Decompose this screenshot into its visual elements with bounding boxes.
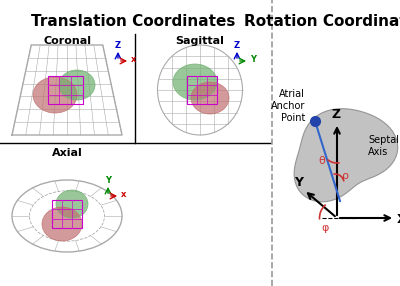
Text: Z: Z bbox=[234, 41, 240, 50]
Text: x: x bbox=[131, 55, 136, 64]
Bar bbox=[52, 200, 82, 228]
Text: X: X bbox=[397, 213, 400, 226]
Text: Y: Y bbox=[294, 176, 303, 189]
Text: Y: Y bbox=[105, 176, 111, 185]
Text: Translation Coordinates: Translation Coordinates bbox=[31, 14, 235, 29]
Text: Atrial
Anchor
Point: Atrial Anchor Point bbox=[271, 90, 305, 123]
Ellipse shape bbox=[59, 70, 95, 100]
Text: Z: Z bbox=[331, 108, 340, 121]
Ellipse shape bbox=[33, 77, 77, 113]
Text: Axial: Axial bbox=[52, 148, 82, 158]
Bar bbox=[187, 76, 217, 104]
Text: Coronal: Coronal bbox=[43, 36, 91, 46]
Text: Septal
Axis: Septal Axis bbox=[368, 135, 399, 157]
Text: x: x bbox=[121, 190, 126, 199]
Text: Sagittal: Sagittal bbox=[176, 36, 224, 46]
Ellipse shape bbox=[42, 207, 82, 241]
Polygon shape bbox=[294, 109, 398, 202]
Bar bbox=[48, 76, 82, 104]
Text: θ: θ bbox=[318, 156, 325, 166]
Ellipse shape bbox=[173, 64, 217, 100]
Text: Y: Y bbox=[250, 55, 256, 64]
Text: φ: φ bbox=[321, 223, 328, 233]
Text: ρ: ρ bbox=[342, 171, 349, 181]
Text: Z: Z bbox=[115, 41, 121, 50]
Ellipse shape bbox=[191, 82, 229, 114]
Ellipse shape bbox=[56, 190, 88, 218]
Text: Rotation Coordinates: Rotation Coordinates bbox=[244, 14, 400, 29]
